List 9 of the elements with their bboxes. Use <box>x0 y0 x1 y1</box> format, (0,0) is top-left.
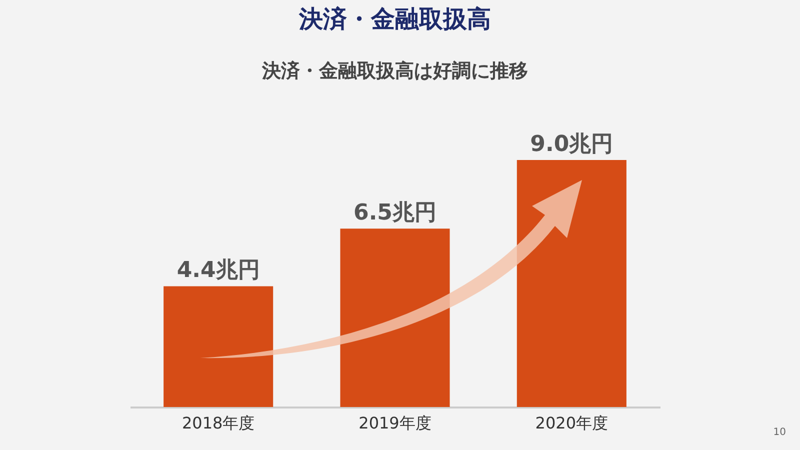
x-tick-label: 2020年度 <box>535 414 608 432</box>
x-tick-label: 2019年度 <box>358 414 432 432</box>
data-label: 4.4兆円 <box>176 258 260 284</box>
text: 10 <box>773 427 786 438</box>
x-tick-label: 2018年度 <box>182 414 255 432</box>
chart-subtitle: 決済・金融取扱高は好調に推移 <box>261 60 528 82</box>
data-label: 6.5兆円 <box>354 200 436 226</box>
data-label: 9.0兆円 <box>530 132 614 157</box>
chart-title: 決済・金融取扱高 <box>298 5 491 33</box>
